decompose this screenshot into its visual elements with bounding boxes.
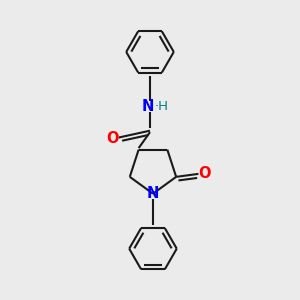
Text: N: N	[141, 99, 154, 114]
Text: ·H: ·H	[155, 100, 169, 113]
Text: O: O	[106, 131, 118, 146]
Text: O: O	[199, 167, 211, 182]
Text: N: N	[147, 186, 159, 201]
